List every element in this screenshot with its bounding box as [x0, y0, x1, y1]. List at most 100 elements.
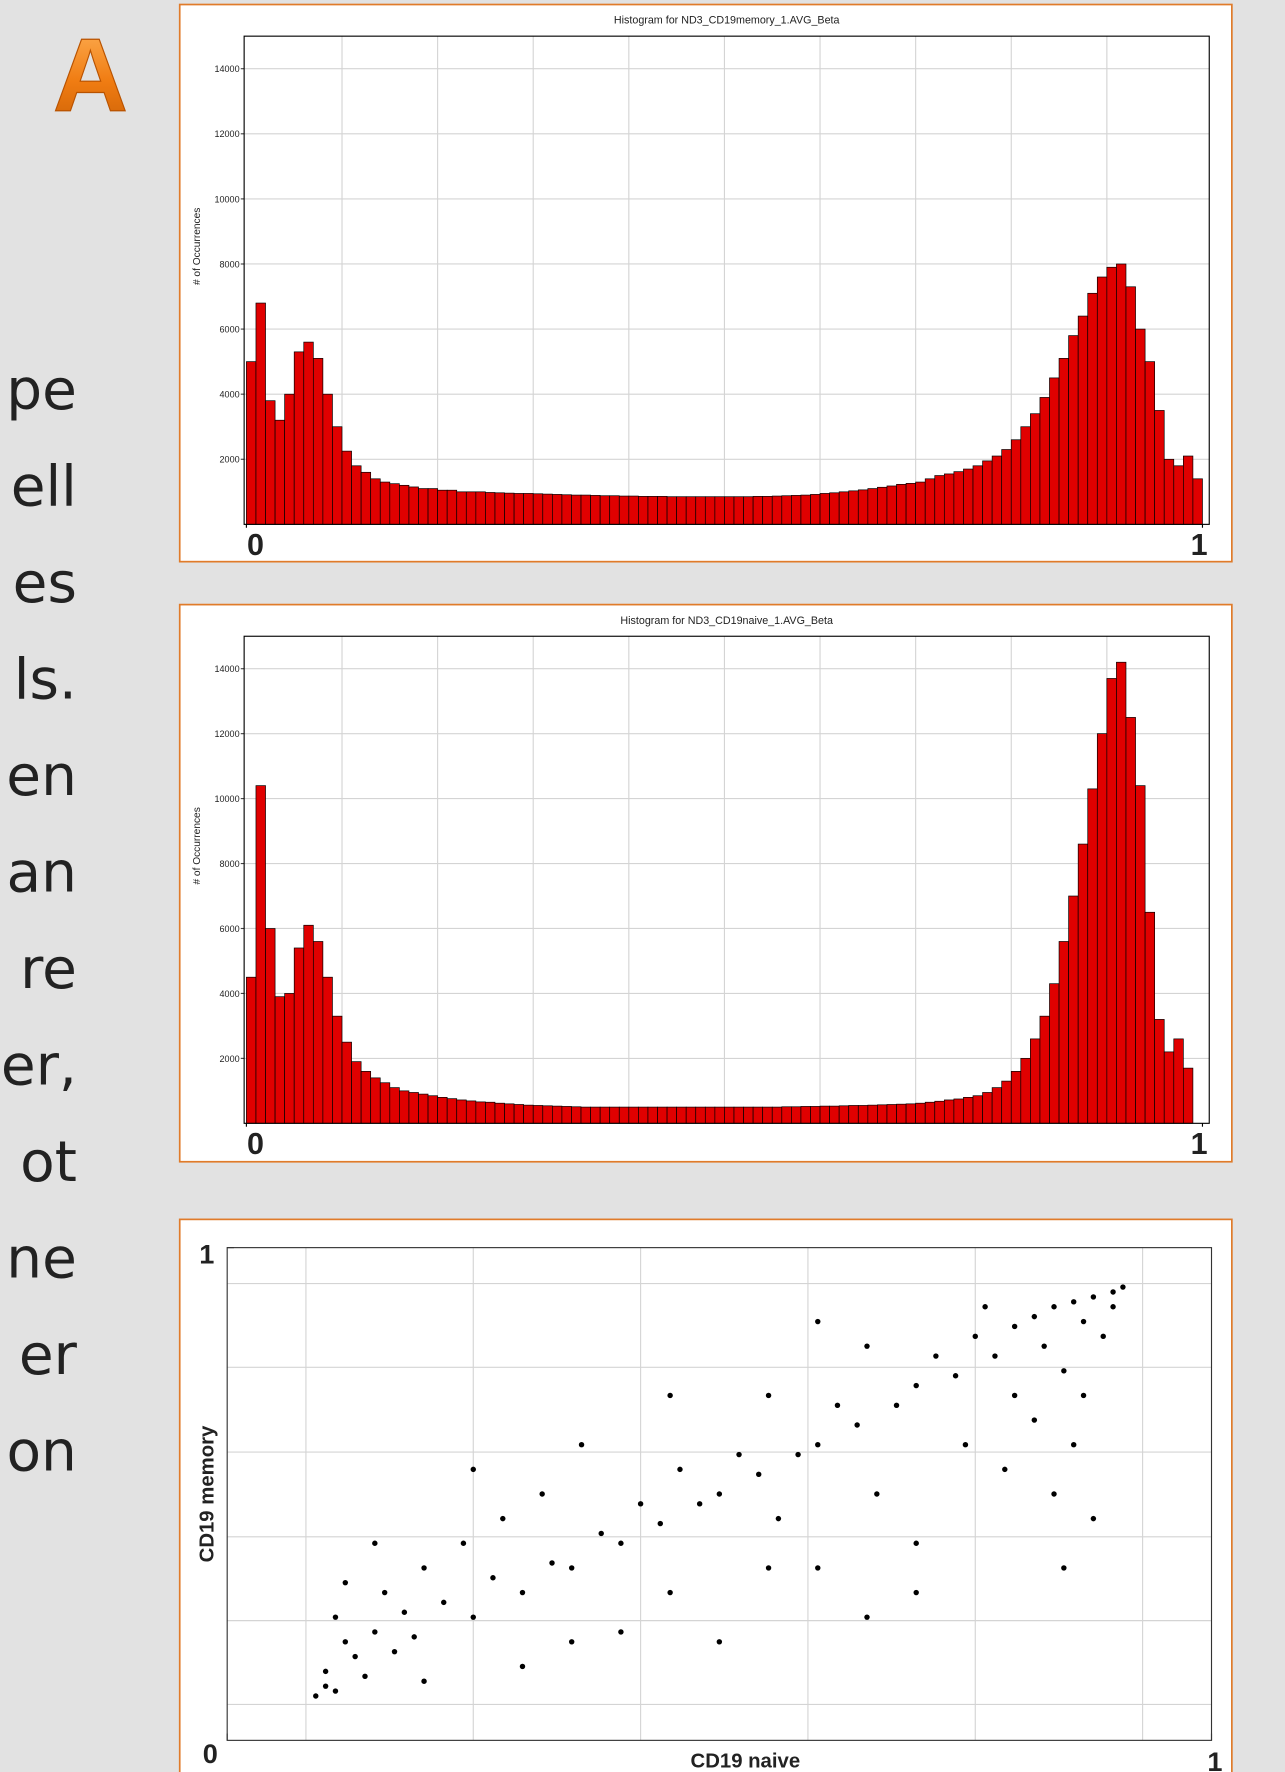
scatter-point	[500, 1515, 506, 1522]
histogram-bar	[877, 1104, 888, 1124]
scatter-point	[1031, 1313, 1038, 1320]
scatter-point	[381, 1589, 388, 1596]
histogram-bar	[752, 1106, 764, 1124]
histogram-bar	[848, 1105, 859, 1124]
histogram-bar	[1068, 895, 1079, 1124]
text-fragment: ot	[20, 1130, 77, 1195]
y-axis-label: CD19 memory	[197, 1425, 219, 1562]
histogram-bar	[360, 1071, 372, 1124]
histogram-bar	[590, 1106, 601, 1124]
histogram-bar	[1001, 449, 1012, 525]
histogram-bar	[446, 489, 458, 525]
histogram-bar	[599, 1106, 611, 1124]
x-tick-label: 1	[1191, 1127, 1208, 1161]
x-tick-label: 1	[1207, 1746, 1222, 1772]
histogram-bar	[274, 996, 285, 1124]
histogram-bar	[408, 486, 419, 525]
histogram-bar	[724, 1106, 735, 1124]
histogram-bar	[618, 495, 630, 525]
histogram-bar	[456, 1099, 467, 1124]
histogram-bar	[1030, 1038, 1041, 1124]
scatter-point	[1090, 1515, 1097, 1522]
y-tick-label: 10000	[214, 194, 239, 204]
scatter-point	[352, 1653, 358, 1660]
histogram-bar	[532, 1105, 544, 1124]
text-fragment: er,	[1, 1034, 77, 1099]
scatter-point	[765, 1565, 772, 1571]
histogram-bar	[791, 495, 802, 525]
histogram-bar	[1192, 478, 1203, 525]
scatter-point	[618, 1629, 624, 1635]
histogram-bar	[896, 1103, 907, 1124]
scatter-point	[1041, 1343, 1047, 1349]
x-tick-label: 0	[247, 528, 264, 562]
histogram-bar	[704, 1106, 716, 1124]
scatter-point	[716, 1491, 723, 1497]
histogram-bar	[1020, 1058, 1031, 1124]
histogram-bar	[246, 976, 257, 1124]
histogram-bar	[1049, 377, 1060, 525]
histogram-bar	[934, 475, 945, 525]
histogram-bar	[1077, 315, 1089, 525]
histogram-bar	[819, 493, 830, 525]
histogram-bar	[857, 489, 869, 525]
scatter-point	[460, 1540, 467, 1546]
histogram-bar	[781, 495, 792, 525]
scatter-point	[362, 1673, 368, 1680]
histogram-bar	[857, 1105, 869, 1124]
histogram-bar	[963, 1097, 974, 1124]
histogram-bar	[838, 491, 850, 525]
histogram-bar	[800, 494, 811, 525]
histogram-bar	[915, 1102, 926, 1124]
x-tick-label: 1	[1191, 528, 1208, 562]
histogram-bar	[819, 1105, 830, 1124]
histogram-bar	[1096, 733, 1108, 1124]
histogram-bar	[1125, 717, 1136, 1124]
scatter-point	[519, 1589, 526, 1596]
histogram-bar	[810, 494, 821, 525]
scatter-point	[756, 1471, 762, 1477]
histogram-bar	[924, 1101, 936, 1124]
histogram-bar	[341, 450, 352, 525]
histogram-bar	[724, 496, 735, 525]
histogram-bar	[638, 1106, 649, 1124]
y-tick-label: 12000	[214, 129, 239, 139]
histogram-bar	[886, 1104, 897, 1124]
scatter-point	[913, 1589, 919, 1596]
y-tick-label: 2000	[220, 455, 240, 465]
scatter-point	[470, 1466, 476, 1473]
panel-letter: A	[53, 18, 128, 134]
histogram-bar	[465, 491, 477, 525]
histogram-bar	[475, 491, 486, 525]
histogram-bar	[666, 1106, 677, 1124]
text-fragment: er	[19, 1323, 78, 1388]
histogram-bar	[1039, 1015, 1050, 1124]
histogram-bar	[1039, 397, 1050, 525]
histogram-bar	[647, 1106, 658, 1124]
histogram-bar	[360, 471, 372, 525]
histogram-bar	[714, 496, 725, 525]
histogram-bar	[475, 1101, 486, 1124]
histogram-bar	[1135, 328, 1146, 525]
histogram-bar	[829, 492, 840, 525]
histogram-bar	[1010, 1071, 1022, 1124]
histogram-bar	[924, 478, 936, 525]
scatter-point	[322, 1668, 329, 1675]
histogram-bar	[762, 496, 773, 525]
scatter-point	[411, 1634, 417, 1640]
histogram-bar	[437, 1097, 448, 1124]
histogram-bar	[1135, 785, 1146, 1124]
histogram-bar	[284, 393, 295, 525]
histogram-bar	[552, 1105, 563, 1124]
histogram-bar	[389, 483, 400, 525]
scatter-point	[342, 1639, 349, 1645]
scatter-point	[815, 1442, 821, 1448]
histogram-bar	[523, 1104, 534, 1124]
histogram-bar	[332, 1015, 343, 1124]
y-tick-label: 2000	[220, 1054, 240, 1064]
y-tick-label: 1	[199, 1238, 214, 1269]
histogram-bar	[293, 351, 305, 525]
histogram-bar	[685, 496, 697, 525]
histogram-bar	[418, 488, 429, 525]
